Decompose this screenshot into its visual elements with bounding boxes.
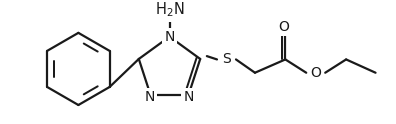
Text: N: N xyxy=(145,90,155,104)
Text: N: N xyxy=(183,90,194,104)
Text: H$_2$N: H$_2$N xyxy=(155,1,184,19)
Text: N: N xyxy=(164,30,175,44)
Text: O: O xyxy=(278,20,289,34)
Text: S: S xyxy=(222,52,231,66)
Text: O: O xyxy=(310,66,321,80)
